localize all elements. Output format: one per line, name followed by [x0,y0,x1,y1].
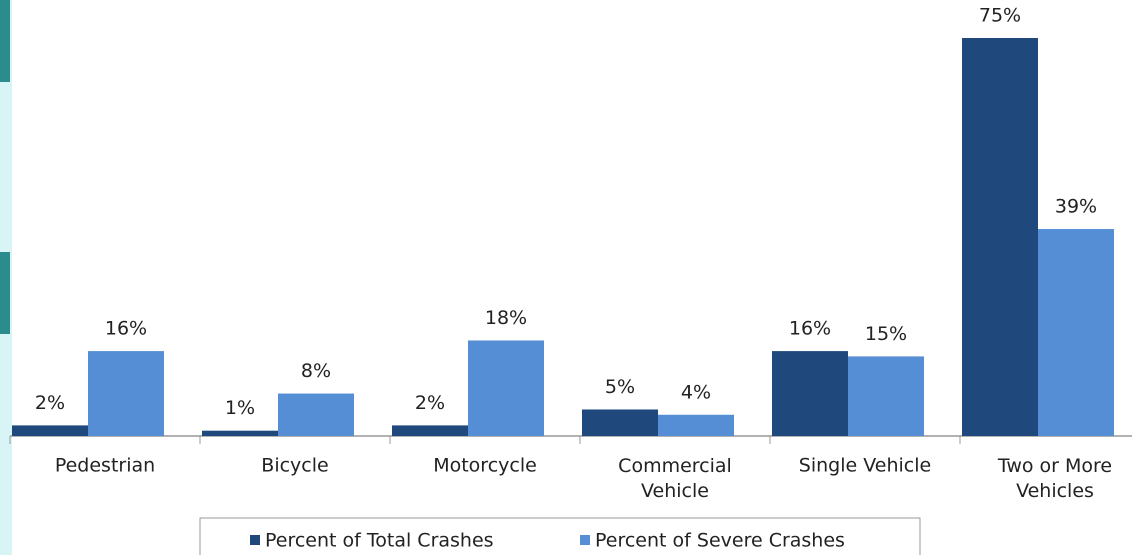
bar [962,38,1038,436]
bar [582,409,658,436]
legend-swatch [250,535,260,545]
bar [1038,229,1114,436]
legend-label: Percent of Severe Crashes [595,530,845,552]
bar [88,351,164,436]
data-label: 4% [681,381,711,403]
x-tick-label: Commercial Vehicle [618,455,732,502]
x-tick-label: Pedestrian [55,455,155,477]
data-label: 15% [865,323,907,345]
x-tick-label: Single Vehicle [799,455,931,477]
bar [278,393,354,436]
x-tick-label: Motorcycle [433,455,537,477]
bar [202,430,278,436]
data-label: 16% [789,318,831,340]
bar [658,414,734,436]
data-label: 16% [105,318,147,340]
side-tab [0,252,10,334]
data-label: 1% [225,397,255,419]
bar [468,340,544,436]
data-label: 8% [301,360,331,382]
bar [12,425,88,436]
data-label: 2% [415,392,445,414]
legend-swatch [580,535,590,545]
data-label: 18% [485,307,527,329]
data-label: 5% [605,376,635,398]
legend-box [199,517,921,555]
data-label: 39% [1055,196,1097,218]
bar [392,425,468,436]
x-tick-label: Two or More Vehicles [997,455,1112,502]
bar [772,351,848,436]
x-tick-label: Bicycle [261,455,328,477]
side-tab [0,0,10,82]
data-label: 2% [35,392,65,414]
data-label: 75% [979,5,1021,27]
legend-label: Percent of Total Crashes [265,530,494,552]
bar [848,356,924,436]
